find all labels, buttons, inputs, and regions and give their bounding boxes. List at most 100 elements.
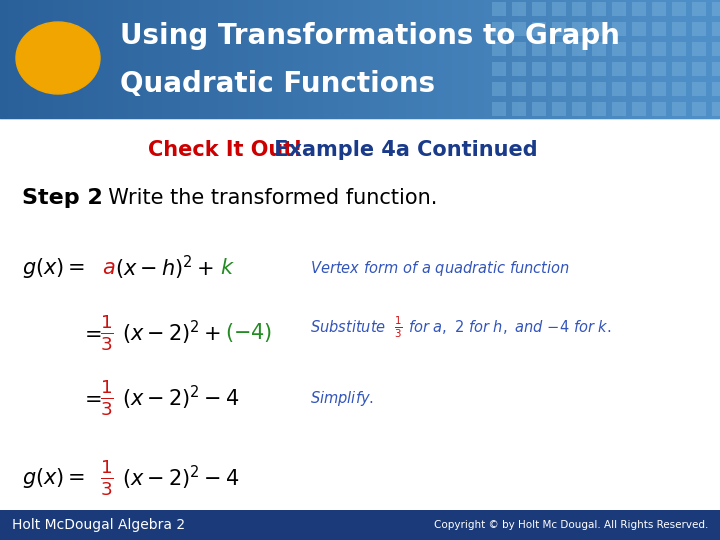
- Text: Step 2: Step 2: [22, 188, 103, 208]
- Text: $\mathit{Vertex\ form\ of\ a\ quadratic\ function}$: $\mathit{Vertex\ form\ of\ a\ quadratic\…: [310, 259, 570, 278]
- Text: $(-4)$: $(-4)$: [225, 321, 272, 345]
- FancyBboxPatch shape: [532, 2, 546, 16]
- FancyBboxPatch shape: [552, 22, 566, 36]
- FancyBboxPatch shape: [512, 42, 526, 56]
- FancyBboxPatch shape: [592, 102, 606, 116]
- FancyBboxPatch shape: [592, 2, 606, 16]
- FancyBboxPatch shape: [672, 82, 686, 96]
- FancyBboxPatch shape: [712, 82, 720, 96]
- FancyBboxPatch shape: [532, 42, 546, 56]
- FancyBboxPatch shape: [532, 102, 546, 116]
- FancyBboxPatch shape: [592, 42, 606, 56]
- FancyBboxPatch shape: [672, 62, 686, 76]
- Text: Quadratic Functions: Quadratic Functions: [120, 70, 435, 98]
- Text: $\mathit{for\ a,\ 2\ for\ h,\ and\ {-}4\ for\ k.}$: $\mathit{for\ a,\ 2\ for\ h,\ and\ {-}4\…: [408, 318, 611, 336]
- FancyBboxPatch shape: [612, 82, 626, 96]
- FancyBboxPatch shape: [552, 2, 566, 16]
- Text: $=$: $=$: [80, 388, 102, 408]
- FancyBboxPatch shape: [612, 2, 626, 16]
- FancyBboxPatch shape: [672, 102, 686, 116]
- Text: $(x - h)^2 +$: $(x - h)^2 +$: [115, 254, 214, 282]
- FancyBboxPatch shape: [572, 82, 586, 96]
- Ellipse shape: [16, 22, 100, 94]
- FancyBboxPatch shape: [572, 22, 586, 36]
- FancyBboxPatch shape: [632, 62, 646, 76]
- FancyBboxPatch shape: [492, 82, 506, 96]
- Text: $\mathit{Substitute}\ $: $\mathit{Substitute}\ $: [310, 319, 387, 335]
- FancyBboxPatch shape: [652, 82, 666, 96]
- FancyBboxPatch shape: [612, 42, 626, 56]
- FancyBboxPatch shape: [652, 22, 666, 36]
- FancyBboxPatch shape: [612, 62, 626, 76]
- Text: Using Transformations to Graph: Using Transformations to Graph: [120, 22, 620, 50]
- FancyBboxPatch shape: [492, 42, 506, 56]
- FancyBboxPatch shape: [632, 22, 646, 36]
- FancyBboxPatch shape: [652, 2, 666, 16]
- Text: $k$: $k$: [220, 258, 235, 278]
- FancyBboxPatch shape: [532, 22, 546, 36]
- FancyBboxPatch shape: [652, 102, 666, 116]
- FancyBboxPatch shape: [692, 102, 706, 116]
- FancyBboxPatch shape: [512, 82, 526, 96]
- FancyBboxPatch shape: [552, 42, 566, 56]
- Bar: [0, 0, 360, 118]
- Text: Write the transformed function.: Write the transformed function.: [95, 188, 437, 208]
- FancyBboxPatch shape: [692, 42, 706, 56]
- FancyBboxPatch shape: [632, 2, 646, 16]
- Text: Check It Out!: Check It Out!: [148, 140, 302, 160]
- FancyBboxPatch shape: [492, 102, 506, 116]
- FancyBboxPatch shape: [612, 102, 626, 116]
- FancyBboxPatch shape: [712, 62, 720, 76]
- FancyBboxPatch shape: [532, 82, 546, 96]
- Text: Copyright © by Holt Mc Dougal. All Rights Reserved.: Copyright © by Holt Mc Dougal. All Right…: [433, 520, 708, 530]
- Bar: [0, 118, 720, 510]
- FancyBboxPatch shape: [672, 42, 686, 56]
- Bar: [360, 0, 720, 118]
- FancyBboxPatch shape: [512, 22, 526, 36]
- FancyBboxPatch shape: [512, 2, 526, 16]
- Text: $=$: $=$: [80, 323, 102, 343]
- Text: $g(x) =$: $g(x) =$: [22, 256, 86, 280]
- Text: $\frac{1}{3}$: $\frac{1}{3}$: [100, 378, 114, 418]
- FancyBboxPatch shape: [672, 22, 686, 36]
- FancyBboxPatch shape: [692, 22, 706, 36]
- Text: $a$: $a$: [102, 258, 115, 278]
- FancyBboxPatch shape: [572, 102, 586, 116]
- FancyBboxPatch shape: [632, 82, 646, 96]
- FancyBboxPatch shape: [512, 62, 526, 76]
- FancyBboxPatch shape: [692, 2, 706, 16]
- Text: $(x - 2)^2 +$: $(x - 2)^2 +$: [122, 319, 221, 347]
- FancyBboxPatch shape: [552, 102, 566, 116]
- FancyBboxPatch shape: [572, 2, 586, 16]
- FancyBboxPatch shape: [592, 82, 606, 96]
- FancyBboxPatch shape: [712, 102, 720, 116]
- Text: Holt McDougal Algebra 2: Holt McDougal Algebra 2: [12, 518, 185, 532]
- FancyBboxPatch shape: [552, 82, 566, 96]
- Text: Example 4a Continued: Example 4a Continued: [267, 140, 538, 160]
- Text: $\frac{1}{3}$: $\frac{1}{3}$: [394, 314, 402, 340]
- FancyBboxPatch shape: [692, 62, 706, 76]
- FancyBboxPatch shape: [612, 22, 626, 36]
- FancyBboxPatch shape: [632, 102, 646, 116]
- FancyBboxPatch shape: [492, 2, 506, 16]
- Text: $g(x) =$: $g(x) =$: [22, 466, 86, 490]
- FancyBboxPatch shape: [592, 22, 606, 36]
- Text: $(x - 2)^2 - 4$: $(x - 2)^2 - 4$: [122, 384, 240, 412]
- FancyBboxPatch shape: [672, 2, 686, 16]
- FancyBboxPatch shape: [572, 42, 586, 56]
- FancyBboxPatch shape: [652, 42, 666, 56]
- FancyBboxPatch shape: [692, 82, 706, 96]
- Text: $\frac{1}{3}$: $\frac{1}{3}$: [100, 313, 114, 353]
- FancyBboxPatch shape: [712, 22, 720, 36]
- Bar: [0, 510, 720, 540]
- FancyBboxPatch shape: [492, 62, 506, 76]
- Text: $\mathit{Simplify.}$: $\mathit{Simplify.}$: [310, 388, 374, 408]
- FancyBboxPatch shape: [552, 62, 566, 76]
- FancyBboxPatch shape: [532, 62, 546, 76]
- FancyBboxPatch shape: [512, 102, 526, 116]
- Text: $(x - 2)^2 - 4$: $(x - 2)^2 - 4$: [122, 464, 240, 492]
- FancyBboxPatch shape: [652, 62, 666, 76]
- FancyBboxPatch shape: [572, 62, 586, 76]
- FancyBboxPatch shape: [632, 42, 646, 56]
- FancyBboxPatch shape: [592, 62, 606, 76]
